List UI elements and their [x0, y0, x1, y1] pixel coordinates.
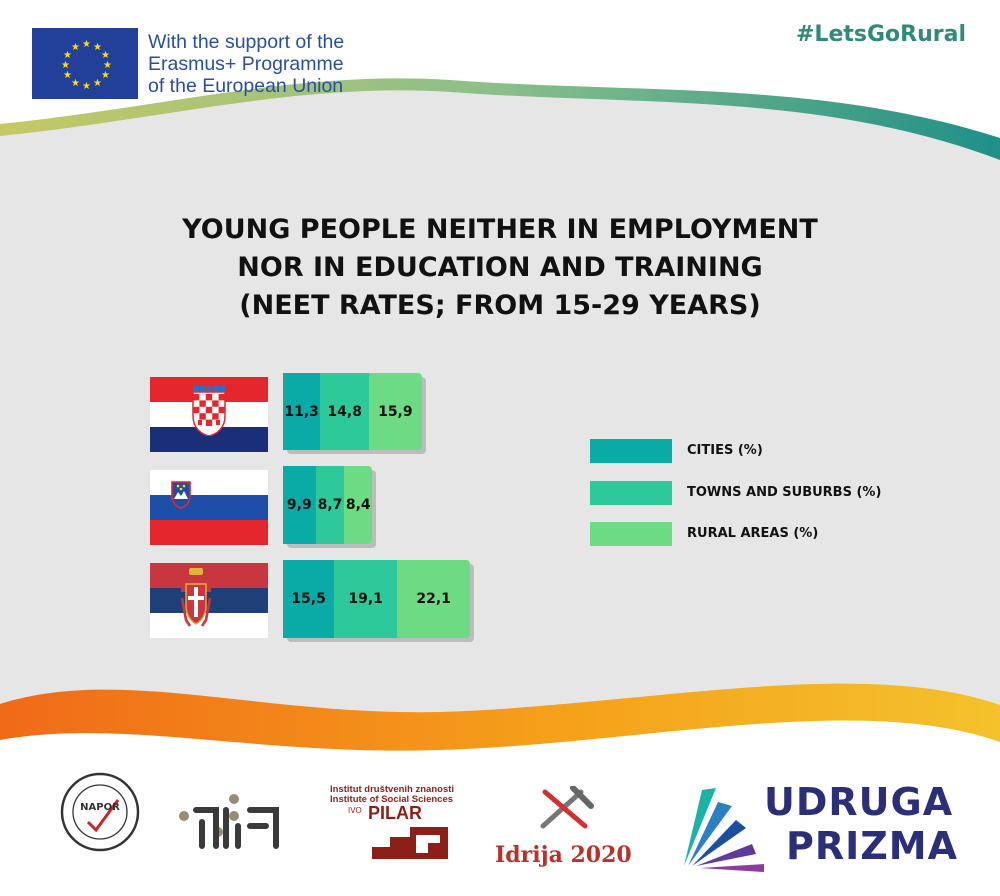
svg-text:★: ★ — [101, 50, 110, 61]
svg-text:★: ★ — [63, 70, 72, 81]
bar-segment: 14,8 — [320, 373, 370, 450]
bar-data-label: 15,9 — [378, 403, 413, 420]
bar-segment: 9,9 — [283, 466, 316, 544]
title-line: NOR IN EDUCATION AND TRAINING — [237, 252, 763, 283]
bar-data-label: 22,1 — [416, 591, 451, 607]
svg-text:★: ★ — [71, 42, 80, 53]
pilar-name: PILAR — [368, 803, 422, 823]
serbia-flag-icon — [150, 563, 268, 638]
prizma-line-1: UDRUGA — [764, 780, 954, 824]
bar-data-label: 8,7 — [317, 497, 343, 513]
bar-segment: 8,7 — [315, 466, 345, 544]
bar-segment: 19,1 — [334, 560, 398, 638]
hupo-logo — [178, 786, 282, 850]
svg-text:★: ★ — [101, 70, 110, 81]
institut-pilar-logo: Institut društvenih znanosti Institute o… — [330, 784, 455, 865]
eu-flag-icon: ★ ★ ★ ★ ★ ★ ★ ★ ★ ★ ★ ★ — [32, 28, 138, 99]
bar-data-label: 8,4 — [345, 497, 371, 513]
eu-support-line: Erasmus+ Programme — [148, 53, 344, 75]
legend-label-towns: TOWNS AND SUBURBS (%) — [687, 485, 882, 500]
svg-text:★: ★ — [71, 78, 80, 89]
bar-segment: 15,9 — [369, 373, 422, 450]
bar-segment: 15,5 — [283, 560, 335, 638]
eu-support-line: With the support of the — [148, 31, 345, 53]
bar-data-label: 14,8 — [327, 403, 362, 420]
idrija-text: Idrija 2020 — [495, 842, 632, 868]
legend-swatch-rural — [590, 522, 672, 546]
hammer-pick-icon — [540, 786, 594, 829]
legend-label-rural: RURAL AREAS (%) — [687, 526, 819, 541]
prizma-line-2: PRIZMA — [786, 824, 959, 868]
svg-text:★: ★ — [103, 60, 112, 71]
pilar-line-2: Institute of Social Sciences — [330, 794, 454, 805]
bar-row-croatia: 11,3 14,8 15,9 — [283, 373, 426, 454]
bar-data-label: 15,5 — [291, 591, 326, 607]
bar-row-slovenia: 9,9 8,7 8,4 — [283, 466, 377, 548]
udruga-prizma-logo: UDRUGA PRIZMA — [680, 776, 957, 872]
hashtag: #LetsGoRural — [796, 22, 966, 47]
svg-text:★: ★ — [82, 39, 91, 50]
legend-swatch-cities — [590, 439, 672, 463]
napor-logo-text: NAPOR — [80, 802, 120, 813]
svg-text:★: ★ — [93, 42, 102, 53]
bar-data-label: 9,9 — [286, 497, 312, 513]
bar-segment: 11,3 — [283, 373, 321, 450]
pilar-ivo: IVO — [348, 806, 362, 815]
croatia-flag-icon — [150, 377, 268, 452]
legend-label-cities: CITIES (%) — [687, 443, 763, 458]
svg-text:★: ★ — [61, 60, 70, 71]
eu-support-line: of the European Union — [148, 75, 344, 97]
napor-logo: NAPOR — [58, 770, 142, 854]
bar-data-label: 11,3 — [284, 403, 319, 420]
bar-row-serbia: 15,5 19,1 22,1 — [283, 560, 475, 642]
idrija-logo: Idrija 2020 — [495, 780, 645, 870]
title-line: (NEET RATES; FROM 15-29 YEARS) — [239, 290, 761, 321]
legend-swatch-towns — [590, 481, 672, 505]
title-line: YOUNG PEOPLE NEITHER IN EMPLOYMENT — [182, 214, 818, 245]
eu-support-text: With the support of the Erasmus+ Program… — [148, 31, 344, 97]
bar-segment: 8,4 — [344, 466, 373, 544]
bar-segment: 22,1 — [397, 560, 471, 638]
pilar-line-1: Institut društvenih znanosti — [330, 784, 455, 795]
bar-data-label: 19,1 — [348, 591, 383, 607]
chart-title: YOUNG PEOPLE NEITHER IN EMPLOYMENT NOR I… — [0, 211, 1000, 325]
svg-text:★: ★ — [93, 78, 102, 89]
svg-text:★: ★ — [82, 81, 91, 92]
svg-text:★: ★ — [63, 50, 72, 61]
slovenia-flag-icon — [150, 470, 268, 545]
